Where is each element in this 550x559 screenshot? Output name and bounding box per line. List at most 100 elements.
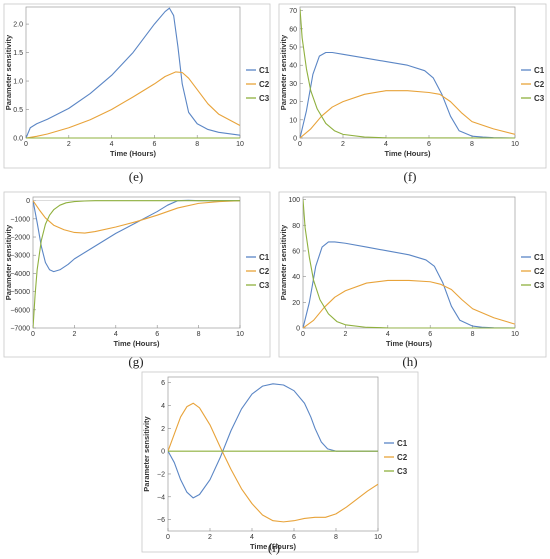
legend-label-c2: C2 — [534, 80, 545, 89]
panel-frame — [278, 191, 547, 358]
x-tick-label: 2 — [343, 331, 347, 338]
x-axis-title: Time (Hours) — [110, 149, 157, 158]
y-tick-label: 20 — [292, 300, 300, 307]
y-tick-label: −3000 — [10, 253, 30, 260]
panel-caption: (h) — [402, 354, 417, 369]
x-tick-label: 4 — [250, 534, 254, 541]
series-line-c1 — [300, 51, 515, 139]
legend-label-c1: C1 — [534, 66, 545, 75]
y-tick-label: 60 — [289, 26, 297, 33]
x-tick-label: 8 — [471, 331, 475, 338]
series-line-c2 — [33, 200, 240, 234]
chart-panel-4: 0 2 4 6 8 10 6 4 2 0 −2 −4 −6 Time (Hours) Parameter s… — [141, 371, 419, 555]
y-tick-label: 0 — [296, 326, 300, 333]
y-tick-label: −7000 — [10, 326, 30, 333]
chart-panel-1: 0 2 4 6 8 10 0 10 20 30 40 50 60 70 Time (Hours) Parame… — [278, 3, 547, 184]
series-line-c2 — [26, 71, 240, 139]
y-axis-title: Parameter sensitivity — [4, 224, 13, 300]
y-tick-label: 0 — [161, 449, 165, 456]
legend-label-c3: C3 — [397, 467, 408, 476]
x-tick-label: 10 — [236, 141, 244, 148]
series-line-c1 — [26, 7, 240, 139]
x-tick-label: 6 — [152, 141, 156, 148]
y-tick-label: −1000 — [10, 216, 30, 223]
y-tick-label: −5000 — [10, 289, 30, 296]
panel-caption: (g) — [128, 354, 143, 369]
x-tick-label: 4 — [110, 141, 114, 148]
y-tick-label: 0 — [293, 136, 297, 143]
panel-frame — [141, 371, 419, 553]
legend-label-c2: C2 — [397, 453, 408, 462]
panel-frame — [3, 191, 271, 358]
panel-frame — [3, 3, 271, 169]
x-tick-label: 0 — [298, 141, 302, 148]
y-axis-title: Parameter sensitivity — [142, 415, 151, 491]
x-tick-label: 4 — [386, 331, 390, 338]
x-axis-title: Time (Hours) — [384, 149, 431, 158]
y-tick-label: 50 — [289, 45, 297, 52]
y-tick-label: 0.5 — [13, 107, 23, 114]
x-tick-label: 4 — [384, 141, 388, 148]
y-tick-label: −2 — [157, 471, 165, 478]
x-tick-label: 0 — [24, 141, 28, 148]
legend-label-c1: C1 — [534, 253, 545, 262]
series-line-c2 — [300, 90, 515, 139]
legend-label-c2: C2 — [259, 80, 270, 89]
x-tick-label: 10 — [511, 331, 519, 338]
x-tick-label: 6 — [428, 331, 432, 338]
x-tick-label: 6 — [427, 141, 431, 148]
x-axis-title: Time (Hours) — [250, 542, 297, 551]
x-tick-label: 0 — [166, 534, 170, 541]
x-tick-label: 0 — [31, 331, 35, 338]
legend-label-c3: C3 — [534, 281, 545, 290]
y-tick-label: 0 — [26, 198, 30, 205]
series-line-c1 — [168, 383, 378, 499]
panel-caption: (i) — [268, 540, 280, 555]
y-tick-label: 2.0 — [13, 22, 23, 29]
y-tick-label: 40 — [292, 274, 300, 281]
legend-label-c3: C3 — [259, 281, 270, 290]
legend-label-c3: C3 — [259, 94, 270, 103]
x-tick-label: 6 — [292, 534, 296, 541]
y-tick-label: −4000 — [10, 271, 30, 278]
x-tick-label: 8 — [197, 331, 201, 338]
y-tick-label: 6 — [161, 380, 165, 387]
y-axis-title: Parameter sensitivity — [279, 34, 288, 110]
x-tick-label: 8 — [334, 534, 338, 541]
y-axis-title: Parameter sensitivity — [4, 34, 13, 110]
chart-panel-2: 0 2 4 6 8 10 0 −1000 −2000 −3000 −4000 −5000 −6000 −7… — [3, 191, 271, 369]
y-tick-label: 10 — [289, 117, 297, 124]
y-tick-label: 70 — [289, 8, 297, 15]
legend-label-c1: C1 — [259, 66, 270, 75]
series-line-c3 — [303, 199, 515, 329]
x-tick-label: 10 — [374, 534, 382, 541]
y-tick-label: 20 — [289, 99, 297, 106]
y-tick-label: 1.5 — [13, 50, 23, 57]
y-tick-label: 60 — [292, 248, 300, 255]
y-tick-label: 0.0 — [13, 136, 23, 143]
legend-label-c1: C1 — [397, 439, 408, 448]
x-tick-label: 2 — [72, 331, 76, 338]
y-tick-label: 40 — [289, 63, 297, 70]
y-tick-label: 1.0 — [13, 79, 23, 86]
series-line-c2 — [168, 402, 378, 523]
x-tick-label: 10 — [236, 331, 244, 338]
y-tick-label: 80 — [292, 223, 300, 230]
x-tick-label: 8 — [195, 141, 199, 148]
series-line-c3 — [300, 8, 515, 139]
y-tick-label: 100 — [288, 197, 300, 204]
y-tick-label: 30 — [289, 81, 297, 88]
legend-label-c2: C2 — [259, 267, 270, 276]
plot-frame — [167, 376, 379, 532]
y-tick-label: −6000 — [10, 307, 30, 314]
legend-label-c3: C3 — [534, 94, 545, 103]
panel-caption: (f) — [404, 169, 417, 184]
series-line-c3 — [33, 200, 240, 329]
x-tick-label: 4 — [114, 331, 118, 338]
y-tick-label: −2000 — [10, 235, 30, 242]
panel-caption: (e) — [129, 169, 143, 184]
x-axis-title: Time (Hours) — [113, 339, 160, 348]
y-tick-label: 4 — [161, 403, 165, 410]
x-tick-label: 0 — [301, 331, 305, 338]
